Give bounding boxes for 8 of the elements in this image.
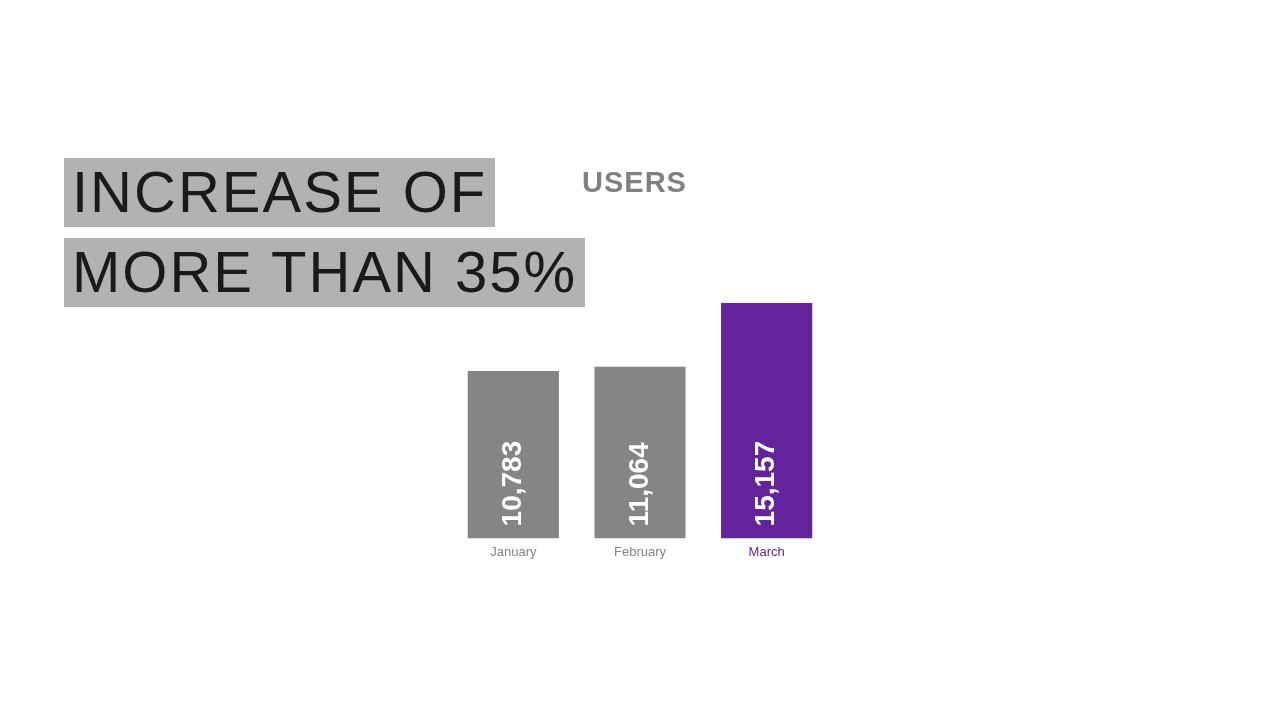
data-label: 11,064 [622,441,654,527]
chart-subtitle: USERS [582,166,687,199]
x-tick-label: February [613,543,667,559]
data-label: 15,157 [749,440,781,527]
x-tick-label: March [748,543,785,559]
chart-title: INCREASE OF MORE THAN 35% [72,159,578,304]
data-label: 10,783 [496,440,528,527]
x-tick-label: January [490,543,537,559]
